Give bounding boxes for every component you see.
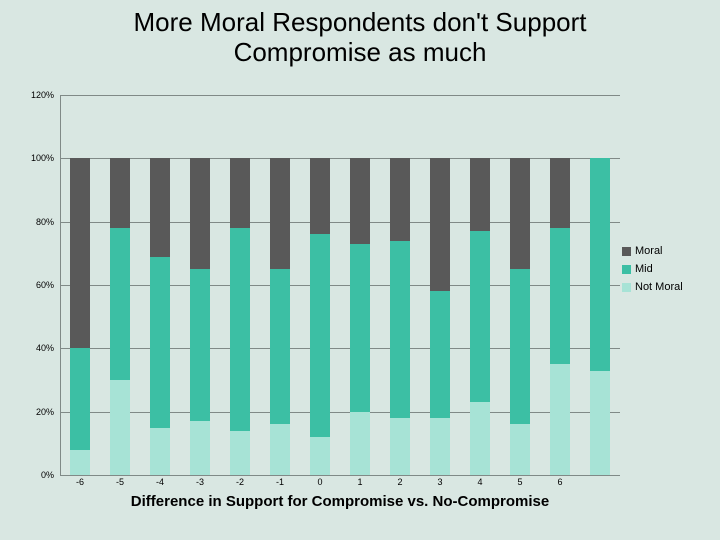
- x-tick-label: 1: [357, 477, 362, 487]
- bar-seg-moral: [470, 158, 490, 231]
- x-tick-label: -5: [116, 477, 124, 487]
- bar-seg-mid: [470, 231, 490, 402]
- bar-seg-mid: [190, 269, 210, 421]
- bar-seg-mid: [270, 269, 290, 424]
- legend-swatch: [622, 283, 631, 292]
- y-tick-label: 100%: [31, 153, 54, 163]
- legend: Moral Mid Not Moral: [622, 245, 700, 299]
- y-tick-label: 40%: [36, 343, 54, 353]
- bar-seg-mid: [310, 234, 330, 437]
- x-tick-label: 2: [397, 477, 402, 487]
- bar-seg-moral: [150, 158, 170, 256]
- x-tick-label: 5: [517, 477, 522, 487]
- y-tick-label: 60%: [36, 280, 54, 290]
- bar-seg-mid: [590, 158, 610, 370]
- plot-area: [60, 95, 620, 475]
- x-tick-label: 6: [557, 477, 562, 487]
- y-tick-label: 20%: [36, 407, 54, 417]
- x-tick-label: 0: [317, 477, 322, 487]
- y-tick-label: 80%: [36, 217, 54, 227]
- bar-seg-not-moral: [430, 418, 450, 475]
- bar-seg-moral: [270, 158, 290, 269]
- bar-seg-not-moral: [110, 380, 130, 475]
- y-tick-label: 0%: [41, 470, 54, 480]
- bar-seg-not-moral: [390, 418, 410, 475]
- bar-seg-moral: [390, 158, 410, 240]
- bar-seg-not-moral: [310, 437, 330, 475]
- x-tick-label: -3: [196, 477, 204, 487]
- bar-seg-moral: [510, 158, 530, 269]
- bar-seg-moral: [230, 158, 250, 228]
- bar-seg-not-moral: [510, 424, 530, 475]
- bar-seg-not-moral: [230, 431, 250, 475]
- bar-seg-moral: [550, 158, 570, 228]
- bar-seg-not-moral: [70, 450, 90, 475]
- chart-title: More Moral Respondents don't Support Com…: [60, 8, 660, 68]
- bar-seg-moral: [310, 158, 330, 234]
- bar-seg-mid: [230, 228, 250, 431]
- legend-label: Not Moral: [635, 281, 683, 293]
- legend-item: Not Moral: [622, 281, 700, 293]
- bar-seg-moral: [110, 158, 130, 228]
- x-tick-label: -1: [276, 477, 284, 487]
- bar-seg-not-moral: [590, 371, 610, 476]
- bar-seg-not-moral: [270, 424, 290, 475]
- legend-label: Moral: [635, 245, 663, 257]
- y-tick-label: 120%: [31, 90, 54, 100]
- x-axis-title: Difference in Support for Compromise vs.…: [60, 493, 620, 510]
- legend-swatch: [622, 265, 631, 274]
- x-tick-label: 4: [477, 477, 482, 487]
- x-tick-label: -2: [236, 477, 244, 487]
- bar-seg-mid: [510, 269, 530, 424]
- y-axis: 0%20%40%60%80%100%120%: [20, 95, 58, 475]
- bar-seg-moral: [430, 158, 450, 291]
- bar-seg-mid: [390, 241, 410, 418]
- x-tick-label: 3: [437, 477, 442, 487]
- bar-seg-moral: [70, 158, 90, 348]
- bar-seg-mid: [550, 228, 570, 364]
- bar-seg-mid: [70, 348, 90, 449]
- x-axis: -6 -5 -4 -3 -2 -1 0 1 2 3 4 5 6: [60, 477, 620, 491]
- bar-seg-moral: [190, 158, 210, 269]
- bar-seg-not-moral: [550, 364, 570, 475]
- gridline: [60, 475, 620, 476]
- bar-seg-not-moral: [350, 412, 370, 475]
- legend-swatch: [622, 247, 631, 256]
- bar-seg-not-moral: [150, 428, 170, 476]
- x-tick-label: -4: [156, 477, 164, 487]
- x-tick-label: -6: [76, 477, 84, 487]
- bar-seg-mid: [110, 228, 130, 380]
- legend-label: Mid: [635, 263, 653, 275]
- legend-item: Moral: [622, 245, 700, 257]
- bar-seg-not-moral: [470, 402, 490, 475]
- bar-seg-mid: [350, 244, 370, 412]
- bar-seg-not-moral: [190, 421, 210, 475]
- chart-area: 0%20%40%60%80%100%120% -6-5-4-3-2-101234…: [20, 95, 700, 515]
- bar-seg-mid: [430, 291, 450, 418]
- slide: { "title": "More Moral Respondents don't…: [0, 0, 720, 540]
- bar-seg-moral: [350, 158, 370, 244]
- bars-container: [60, 95, 620, 475]
- bar-seg-mid: [150, 257, 170, 428]
- legend-item: Mid: [622, 263, 700, 275]
